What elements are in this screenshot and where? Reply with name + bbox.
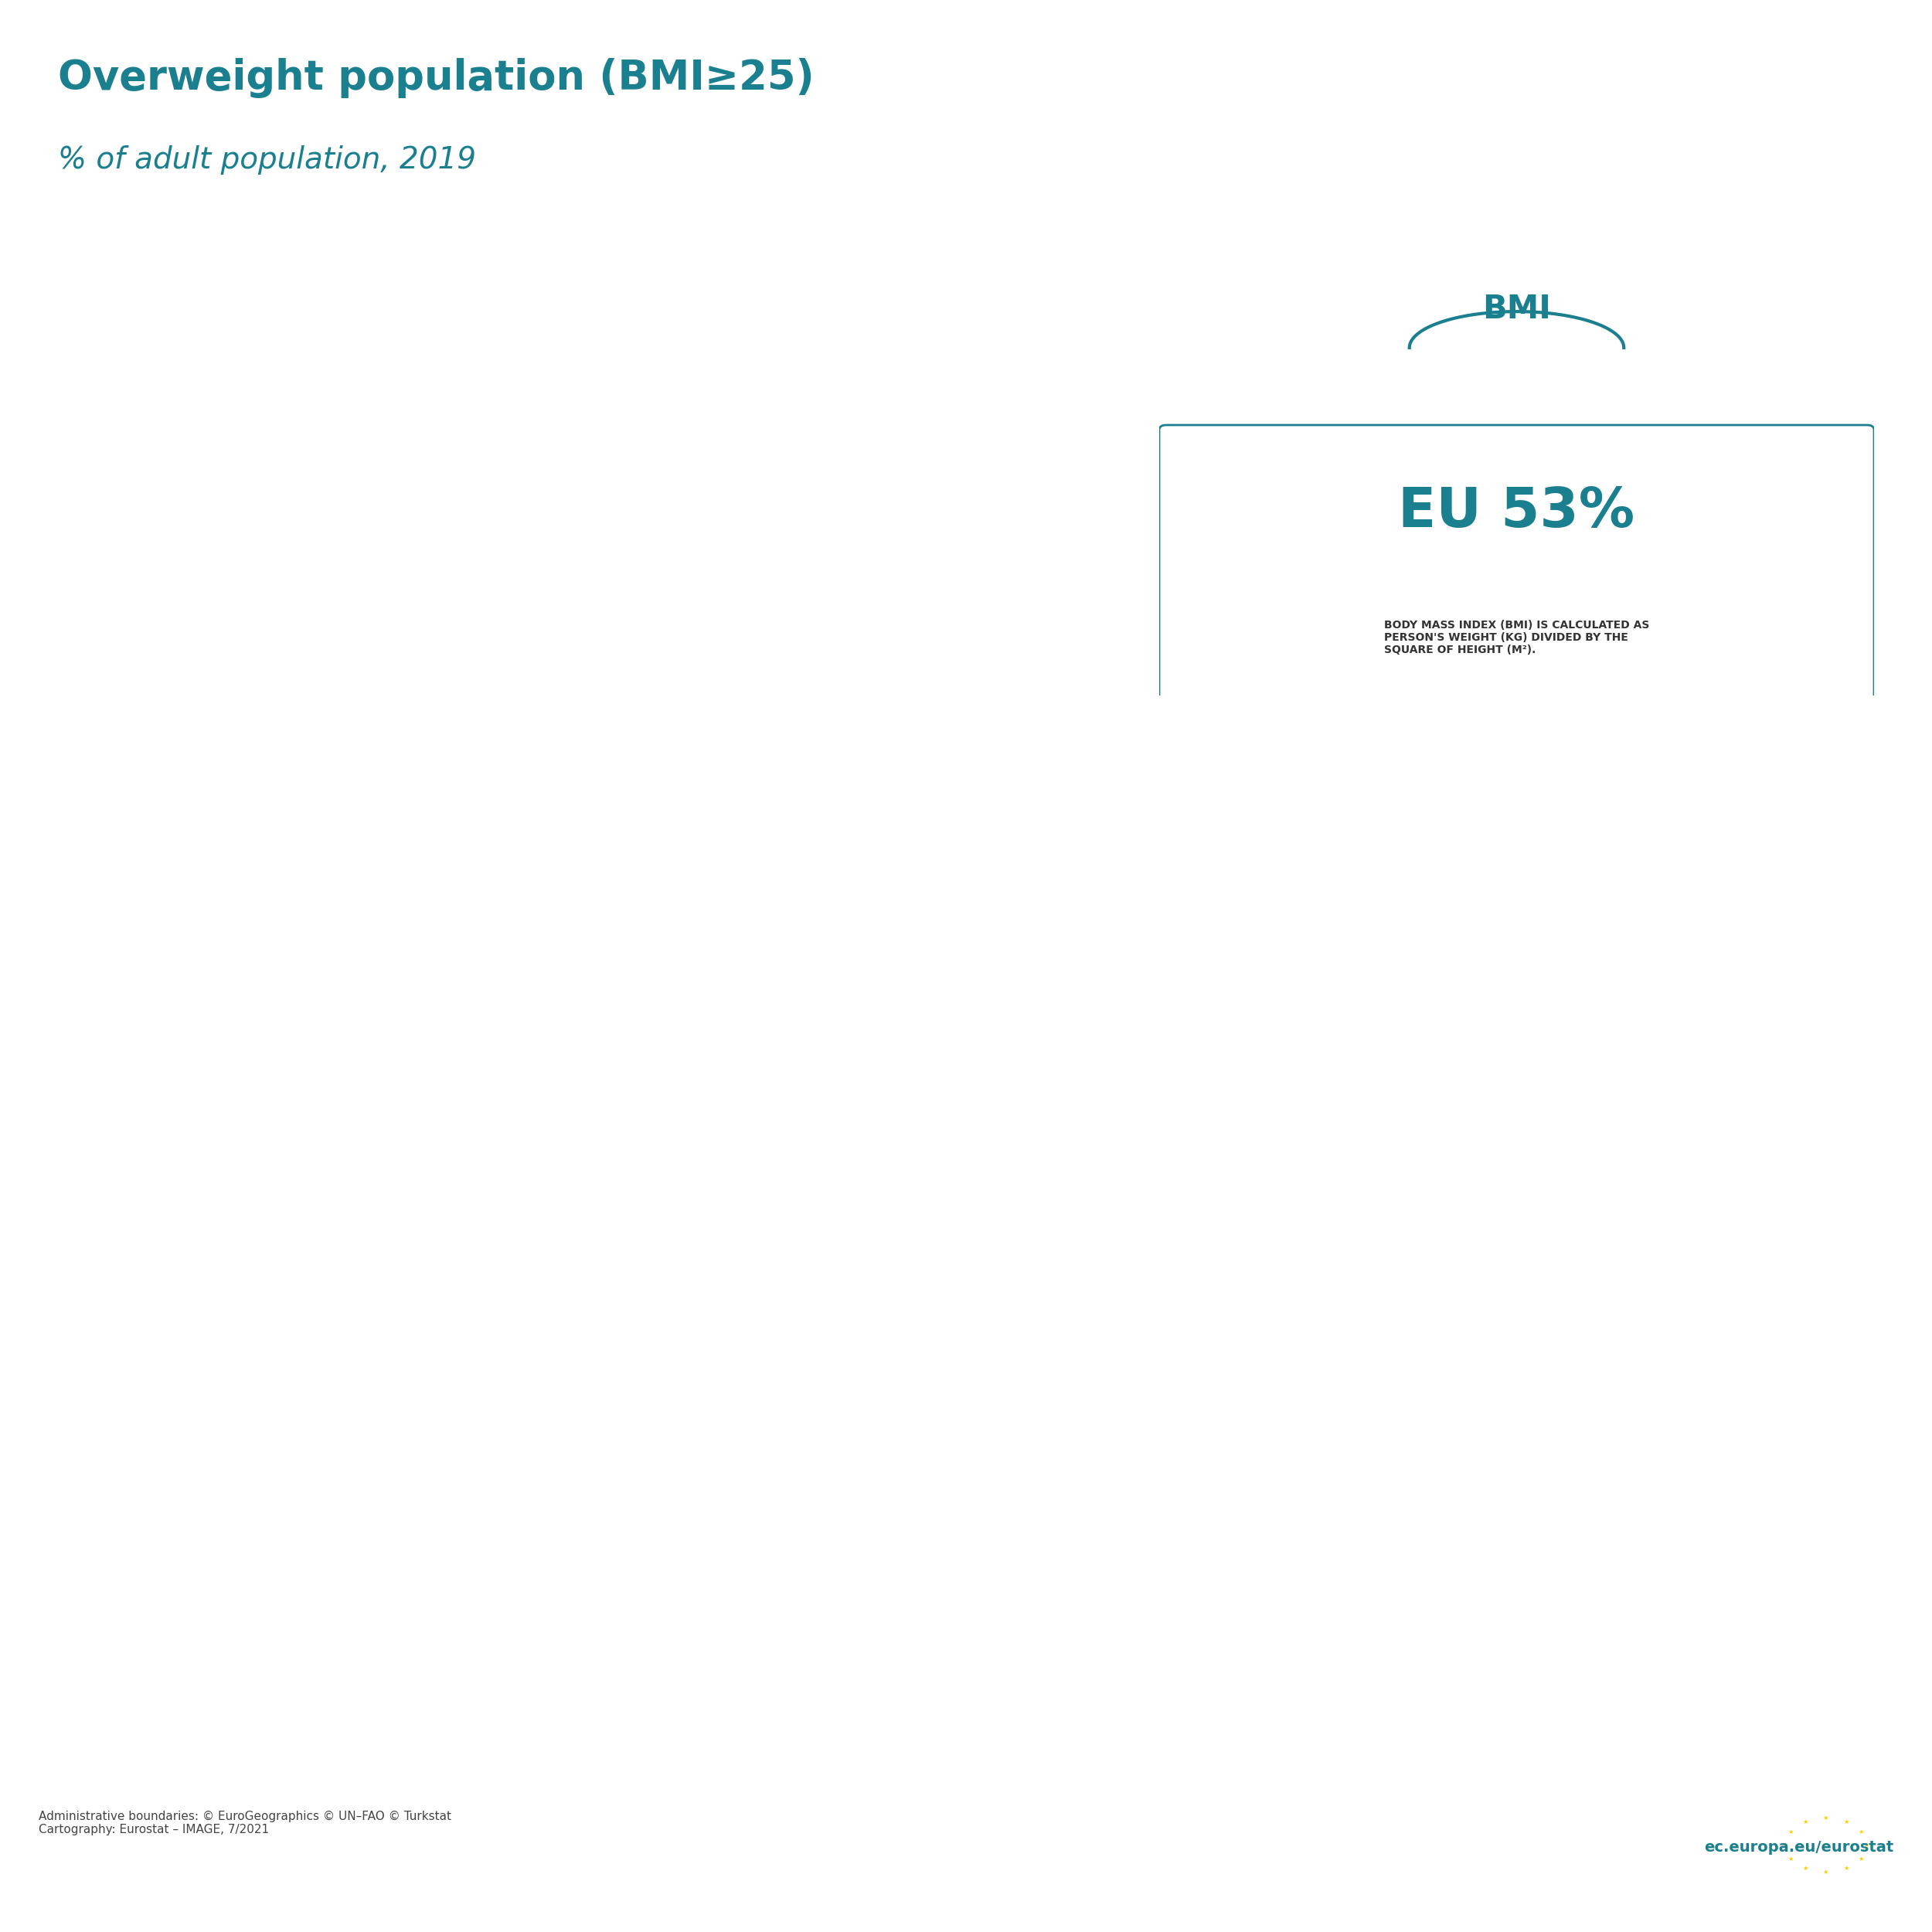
Text: ★: ★ — [1859, 1855, 1864, 1862]
Text: ★: ★ — [1859, 1828, 1864, 1835]
Text: ★: ★ — [1803, 1818, 1808, 1826]
Text: Overweight population (BMI≥25): Overweight population (BMI≥25) — [58, 58, 813, 99]
Text: Administrative boundaries: © EuroGeographics © UN–FAO © Turkstat
Cartography: Eu: Administrative boundaries: © EuroGeograp… — [39, 1810, 452, 1835]
Text: ★: ★ — [1843, 1864, 1849, 1872]
Text: ec.europa.eu/eurostat: ec.europa.eu/eurostat — [1704, 1839, 1893, 1855]
Text: % of adult population, 2019: % of adult population, 2019 — [58, 145, 475, 174]
Text: BODY MASS INDEX (BMI) IS CALCULATED AS
PERSON'S WEIGHT (KG) DIVIDED BY THE
SQUAR: BODY MASS INDEX (BMI) IS CALCULATED AS P… — [1383, 620, 1650, 655]
Text: ★: ★ — [1824, 1868, 1828, 1876]
Text: EU 53%: EU 53% — [1399, 485, 1634, 539]
Text: ★: ★ — [1783, 1841, 1789, 1849]
FancyBboxPatch shape — [1159, 425, 1874, 699]
Text: ★: ★ — [1787, 1828, 1793, 1835]
Text: ★: ★ — [1843, 1818, 1849, 1826]
Text: ★: ★ — [1824, 1814, 1828, 1822]
Text: BMI: BMI — [1482, 294, 1551, 325]
Text: ★: ★ — [1803, 1864, 1808, 1872]
Text: ★: ★ — [1862, 1841, 1870, 1849]
Text: ★: ★ — [1787, 1855, 1793, 1862]
